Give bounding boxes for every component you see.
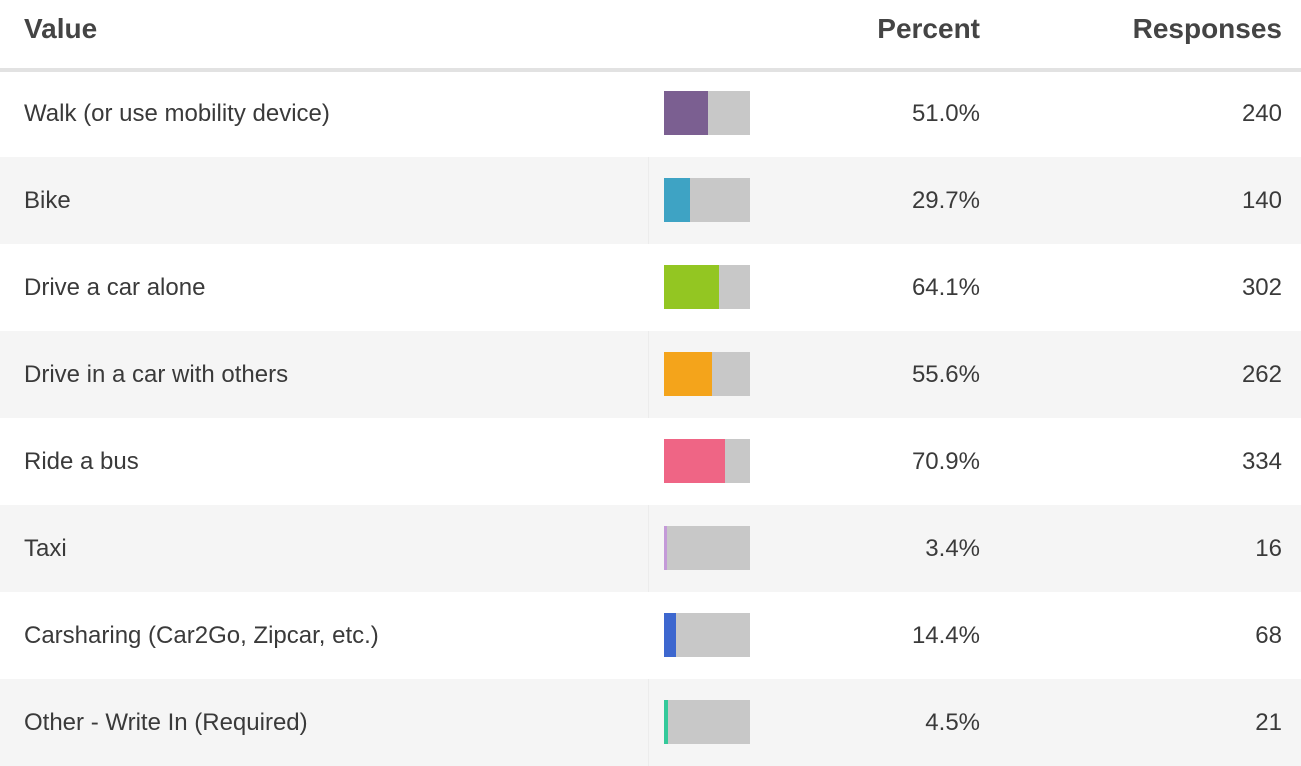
percent-cell: 64.1% <box>911 274 980 301</box>
bar <box>664 352 712 396</box>
bar-track <box>664 613 750 657</box>
percent-cell: 55.6% <box>911 361 980 388</box>
column-separator <box>648 157 649 244</box>
bar-track <box>664 265 750 309</box>
value-cell: Taxi <box>24 535 67 562</box>
percent-cell: 14.4% <box>911 622 980 649</box>
bar-track <box>664 526 750 570</box>
responses-cell: 240 <box>1241 100 1282 127</box>
table-row: Ride a bus 70.9% 334 <box>0 418 1301 505</box>
table-row: Drive in a car with others 55.6% 262 <box>0 331 1301 418</box>
table-header: Value Percent Responses <box>0 0 1301 72</box>
responses-cell: 140 <box>1241 187 1282 214</box>
value-cell: Carsharing (Car2Go, Zipcar, etc.) <box>24 622 379 649</box>
table-row: Taxi 3.4% 16 <box>0 505 1301 592</box>
bar-track <box>664 178 750 222</box>
bar <box>664 178 690 222</box>
responses-cell: 262 <box>1241 361 1282 388</box>
bar <box>664 526 667 570</box>
value-cell: Bike <box>24 187 71 214</box>
bar <box>664 265 720 309</box>
bar <box>664 439 725 483</box>
table-row: Drive a car alone 64.1% 302 <box>0 244 1301 331</box>
header-value: Value <box>24 13 98 44</box>
responses-cell: 16 <box>1255 535 1282 562</box>
value-cell: Other - Write In (Required) <box>24 709 308 736</box>
bar-track <box>664 91 750 135</box>
value-cell: Drive in a car with others <box>24 361 289 388</box>
column-separator <box>648 331 649 418</box>
header-percent: Percent <box>877 13 980 44</box>
table-row: Walk (or use mobility device) 51.0% 240 <box>0 70 1301 157</box>
bar <box>664 613 677 657</box>
column-separator <box>648 505 649 592</box>
bar <box>664 91 708 135</box>
header-responses: Responses <box>1132 13 1282 44</box>
value-cell: Ride a bus <box>24 448 139 475</box>
percent-cell: 3.4% <box>925 535 980 562</box>
table-row: Carsharing (Car2Go, Zipcar, etc.) 14.4% 68 <box>0 592 1301 679</box>
value-cell: Walk (or use mobility device) <box>24 100 330 127</box>
responses-cell: 68 <box>1255 622 1282 649</box>
bar-track <box>664 352 750 396</box>
percent-cell: 29.7% <box>911 187 980 214</box>
percent-cell: 51.0% <box>911 100 980 127</box>
bar-track <box>664 700 750 744</box>
bar-track <box>664 439 750 483</box>
table-row: Other - Write In (Required) 4.5% 21 <box>0 679 1301 766</box>
responses-cell: 302 <box>1241 274 1282 301</box>
table-row: Bike 29.7% 140 <box>0 157 1301 244</box>
value-cell: Drive a car alone <box>24 274 206 301</box>
percent-cell: 4.5% <box>925 709 980 736</box>
responses-cell: 334 <box>1241 448 1282 475</box>
column-separator <box>648 679 649 766</box>
percent-cell: 70.9% <box>911 448 980 475</box>
bar <box>664 700 668 744</box>
responses-cell: 21 <box>1255 709 1282 736</box>
